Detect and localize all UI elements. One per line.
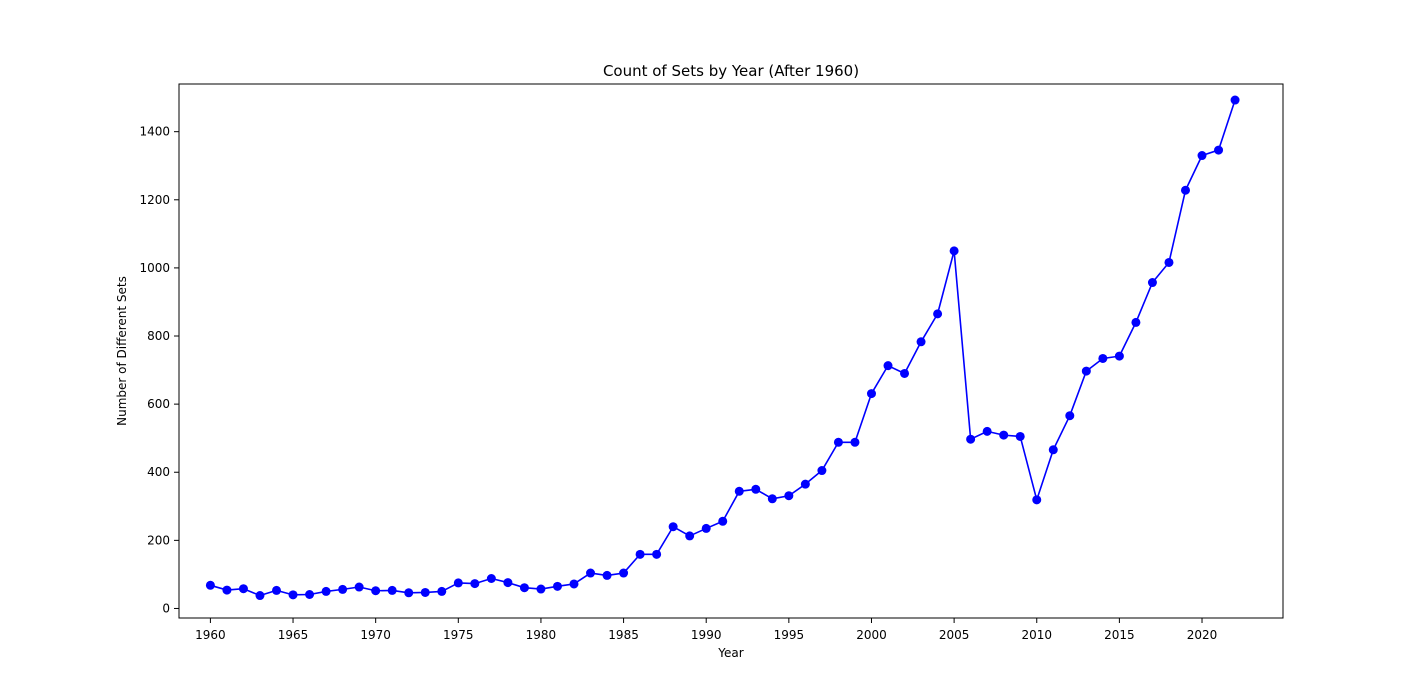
data-point (1032, 495, 1042, 505)
data-point (1164, 257, 1174, 267)
data-point (635, 549, 645, 559)
x-axis: 1960 1965 1970 1975 1980 1985 1990 1995 2000 2005… (195, 618, 1217, 642)
data-point (900, 368, 910, 378)
data-point (387, 585, 397, 595)
x-tick-label: 2020 (1187, 628, 1218, 642)
data-point (486, 573, 496, 583)
y-tick-label: 200 (147, 533, 170, 547)
data-point (519, 583, 529, 593)
data-point (503, 578, 513, 588)
data-point (1081, 366, 1091, 376)
y-axis-label: Number of Different Sets (115, 276, 129, 426)
data-point (1147, 278, 1157, 288)
data-point (800, 479, 810, 489)
y-tick-label: 1400 (139, 125, 170, 139)
data-point (1230, 95, 1240, 105)
data-point (536, 584, 546, 594)
data-point (833, 437, 843, 447)
data-point (1098, 353, 1108, 363)
data-point (966, 434, 976, 444)
data-point (751, 484, 761, 494)
data-point (668, 522, 678, 532)
x-tick-label: 2010 (1021, 628, 1052, 642)
x-tick-label: 1965 (278, 628, 309, 642)
data-point (222, 585, 232, 595)
x-tick-label: 2015 (1104, 628, 1135, 642)
data-point (1131, 317, 1141, 327)
data-point (404, 588, 414, 598)
data-point (734, 486, 744, 496)
data-point (1180, 185, 1190, 195)
x-tick-label: 1970 (360, 628, 391, 642)
data-point (470, 579, 480, 589)
data-point (866, 389, 876, 399)
data-point (354, 582, 364, 592)
data-point (701, 523, 711, 533)
plot-area (179, 84, 1283, 618)
data-point (949, 246, 959, 256)
data-point (453, 578, 463, 588)
data-point (767, 494, 777, 504)
data-point (602, 570, 612, 580)
data-point (916, 337, 926, 347)
data-point (586, 568, 596, 578)
data-point (420, 587, 430, 597)
data-point (272, 585, 282, 595)
data-point (784, 491, 794, 501)
data-point (255, 591, 265, 601)
data-point (569, 579, 579, 589)
data-point (685, 531, 695, 541)
y-tick-label: 600 (147, 397, 170, 411)
x-tick-label: 1985 (608, 628, 639, 642)
data-point (552, 581, 562, 591)
y-tick-label: 1000 (139, 261, 170, 275)
data-point (437, 586, 447, 596)
data-point (371, 586, 381, 596)
series-layer (205, 95, 1240, 601)
data-point (1214, 145, 1224, 155)
x-tick-label: 2000 (856, 628, 887, 642)
data-point (288, 590, 298, 600)
data-point (619, 568, 629, 578)
data-point (1048, 445, 1058, 455)
x-tick-label: 1960 (195, 628, 226, 642)
y-tick-label: 0 (162, 601, 170, 615)
data-point (999, 430, 1009, 440)
data-point (338, 584, 348, 594)
data-point (1065, 411, 1075, 421)
x-axis-label: Year (717, 646, 743, 660)
x-tick-label: 2005 (939, 628, 970, 642)
y-tick-label: 400 (147, 465, 170, 479)
data-point (305, 590, 315, 600)
y-axis: 0 200 400 600 800 1000 1200 1400 (139, 125, 179, 615)
data-point (850, 437, 860, 447)
x-tick-label: 1975 (443, 628, 474, 642)
data-point (205, 580, 215, 590)
x-tick-label: 1980 (526, 628, 557, 642)
x-tick-label: 1995 (774, 628, 805, 642)
plot-frame (178, 83, 1284, 619)
data-point (1197, 151, 1207, 161)
data-point (718, 516, 728, 526)
data-point (321, 586, 331, 596)
y-tick-label: 1200 (139, 193, 170, 207)
data-point (933, 309, 943, 319)
y-tick-label: 800 (147, 329, 170, 343)
data-point (1015, 431, 1025, 441)
data-point (982, 426, 992, 436)
data-point (817, 466, 827, 476)
chart-title: Count of Sets by Year (After 1960) (603, 62, 859, 80)
data-point (238, 584, 248, 594)
data-point (652, 549, 662, 559)
data-point (1114, 351, 1124, 361)
x-tick-label: 1990 (691, 628, 722, 642)
data-point (883, 361, 893, 371)
